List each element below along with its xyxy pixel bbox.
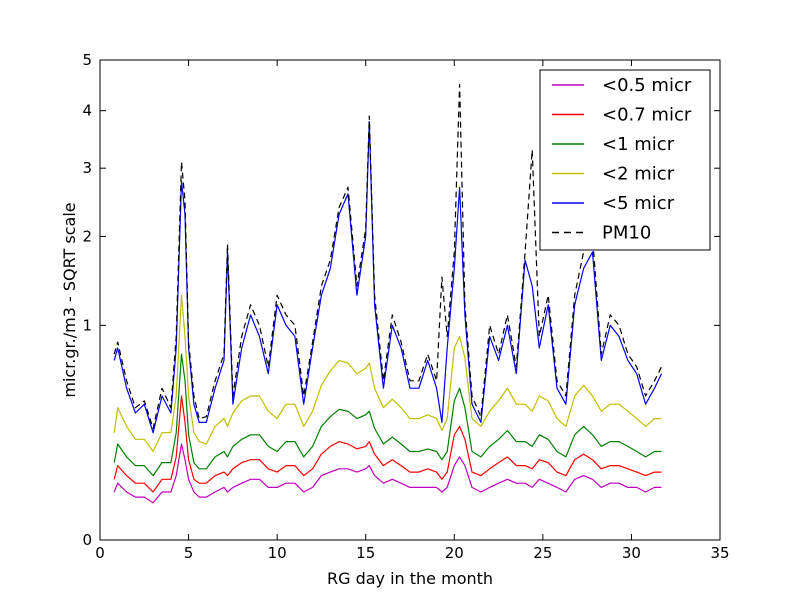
series-line-2 (113, 353, 662, 477)
series-line-4 (113, 120, 663, 434)
legend-label: <0.5 micr (602, 75, 692, 96)
legend: <0.5 micr <0.7 micr <1 micr <2 micr <5 micr P… (539, 69, 711, 251)
x-axis-ticks: 0 5 10 15 20 25 30 35 (95, 60, 730, 562)
legend-label: PM10 (602, 223, 651, 244)
y-tick-label: 0 (82, 531, 92, 549)
series-lines (113, 83, 663, 504)
x-axis-label: RG day in the month (327, 569, 493, 588)
x-tick-label: 30 (622, 544, 641, 562)
x-tick-label: 25 (533, 544, 552, 562)
legend-label: <0.7 micr (602, 105, 692, 126)
y-axis-label: micr.gr./m3 - SQRT scale (60, 202, 79, 397)
series-line-0 (113, 443, 662, 504)
legend-label: <5 micr (602, 193, 675, 214)
y-tick-label: 2 (82, 227, 92, 245)
series-line-5 (113, 83, 663, 430)
x-tick-label: 35 (710, 544, 729, 562)
y-tick-label: 4 (82, 102, 92, 120)
y-tick-label: 5 (82, 51, 92, 69)
x-tick-label: 10 (268, 544, 287, 562)
x-tick-label: 15 (356, 544, 375, 562)
x-tick-label: 0 (95, 544, 105, 562)
legend-label: <1 micr (602, 134, 675, 155)
y-axis-ticks: 0 1 2 3 4 5 (82, 51, 720, 549)
x-tick-label: 20 (445, 544, 464, 562)
legend-box (539, 69, 711, 251)
x-tick-label: 5 (184, 544, 194, 562)
legend-label: <2 micr (602, 164, 675, 185)
y-tick-label: 3 (82, 159, 92, 177)
plot-frame (99, 59, 721, 541)
series-line-1 (113, 395, 662, 493)
series-line-3 (113, 294, 662, 453)
y-tick-label: 1 (82, 316, 92, 334)
